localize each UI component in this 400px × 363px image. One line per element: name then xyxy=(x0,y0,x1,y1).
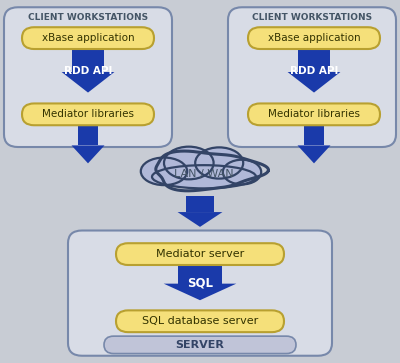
FancyBboxPatch shape xyxy=(116,243,284,265)
Text: CLIENT WORKSTATIONS: CLIENT WORKSTATIONS xyxy=(28,13,148,22)
FancyBboxPatch shape xyxy=(248,27,380,49)
Text: CLIENT WORKSTATIONS: CLIENT WORKSTATIONS xyxy=(252,13,372,22)
Text: LAN / WAN: LAN / WAN xyxy=(174,168,234,179)
Ellipse shape xyxy=(164,147,214,179)
Polygon shape xyxy=(178,266,222,284)
Text: SQL: SQL xyxy=(187,277,213,289)
FancyBboxPatch shape xyxy=(116,310,284,332)
Ellipse shape xyxy=(165,148,213,178)
Ellipse shape xyxy=(223,160,261,184)
Ellipse shape xyxy=(141,158,187,185)
Polygon shape xyxy=(288,72,340,93)
Polygon shape xyxy=(304,126,324,146)
Polygon shape xyxy=(298,50,330,72)
Text: SQL database server: SQL database server xyxy=(142,316,258,326)
Text: RDD API: RDD API xyxy=(290,66,338,76)
Text: Mediator server: Mediator server xyxy=(156,249,244,259)
Ellipse shape xyxy=(153,166,255,187)
Ellipse shape xyxy=(152,165,256,188)
FancyBboxPatch shape xyxy=(248,103,380,125)
FancyBboxPatch shape xyxy=(22,103,154,125)
Text: xBase application: xBase application xyxy=(42,33,134,43)
Polygon shape xyxy=(186,196,214,212)
FancyBboxPatch shape xyxy=(22,27,154,49)
Polygon shape xyxy=(78,126,98,146)
Polygon shape xyxy=(298,146,330,163)
Text: Mediator libraries: Mediator libraries xyxy=(268,109,360,119)
Text: SERVER: SERVER xyxy=(176,340,224,350)
FancyBboxPatch shape xyxy=(228,7,396,147)
Ellipse shape xyxy=(196,148,242,178)
FancyBboxPatch shape xyxy=(104,336,296,354)
Polygon shape xyxy=(178,212,222,227)
Polygon shape xyxy=(62,72,114,93)
Ellipse shape xyxy=(195,147,243,179)
Polygon shape xyxy=(72,146,104,163)
FancyBboxPatch shape xyxy=(4,7,172,147)
FancyBboxPatch shape xyxy=(68,231,332,356)
Polygon shape xyxy=(72,50,104,72)
Text: xBase application: xBase application xyxy=(268,33,360,43)
Polygon shape xyxy=(164,284,236,300)
Text: Mediator libraries: Mediator libraries xyxy=(42,109,134,119)
Ellipse shape xyxy=(224,161,260,183)
Text: RDD API: RDD API xyxy=(64,66,112,76)
Ellipse shape xyxy=(142,159,186,184)
